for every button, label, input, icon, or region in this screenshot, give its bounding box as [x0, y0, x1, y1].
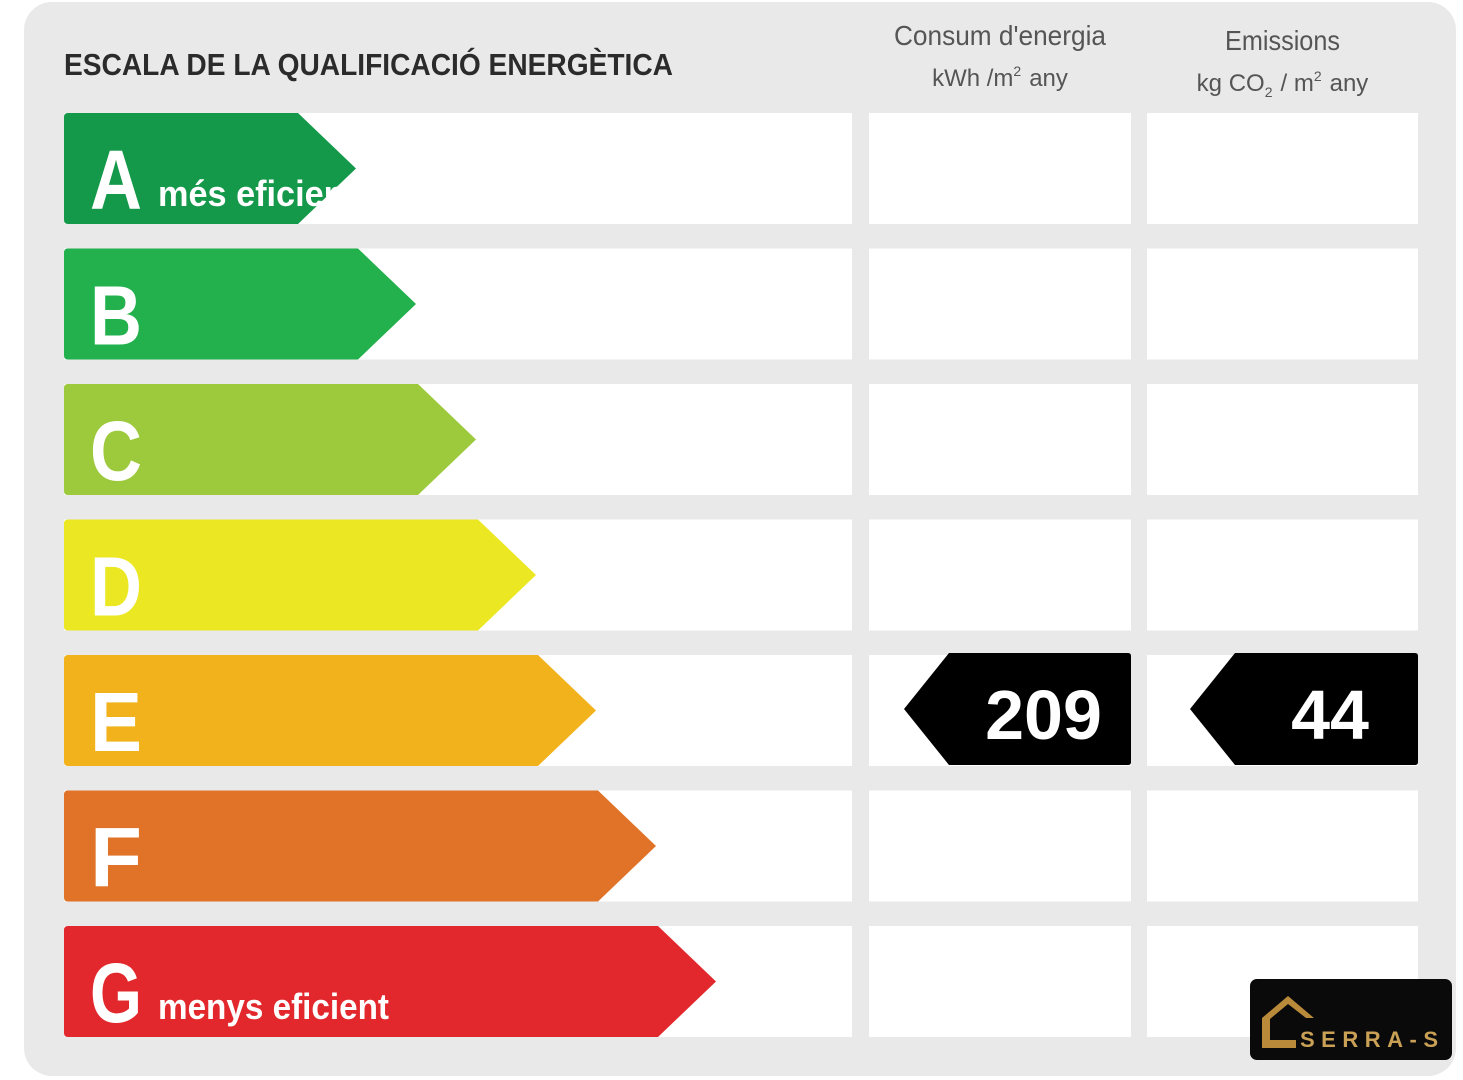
value-cell: [869, 790, 1131, 902]
logo-house: [1262, 996, 1314, 1048]
rating-letter: A: [90, 133, 142, 227]
rating-arrow: [64, 519, 536, 631]
column-title: Emissions: [1225, 25, 1340, 56]
rating-letter: E: [90, 675, 142, 769]
rating-note: més eficient: [158, 173, 356, 214]
unit-part: / m: [1280, 70, 1313, 97]
value-text: 209: [985, 676, 1102, 754]
rating-arrow: [64, 248, 416, 360]
value-cell: [1147, 248, 1418, 360]
value-cell: [1147, 790, 1418, 902]
rating-letter: B: [90, 269, 142, 363]
unit-part: 2: [1013, 63, 1021, 79]
column-title: Consum d'energia: [894, 20, 1106, 51]
column-unit: kWh /m2 any: [932, 63, 1068, 92]
title: ESCALA DE LA QUALIFICACIÓ ENERGÈTICA: [64, 46, 673, 82]
rating-letter: C: [90, 404, 142, 498]
value-cell: [1147, 519, 1418, 631]
unit-part: any: [1029, 65, 1068, 92]
rating-letter: F: [90, 811, 142, 905]
value-cell: [869, 926, 1131, 1037]
rating-note: menys eficient: [158, 986, 389, 1027]
rating-arrow: [64, 384, 476, 495]
value-cell: [1147, 113, 1418, 224]
unit-part: kWh /m: [932, 65, 1013, 92]
value-cell: [869, 113, 1131, 224]
value-cell: [1147, 384, 1418, 495]
rating-arrow: [64, 113, 356, 224]
value-cell: [869, 248, 1131, 360]
value-cell: [869, 519, 1131, 631]
rating-arrow: [64, 790, 656, 902]
rating-letter: D: [90, 540, 142, 634]
rating-arrow: [64, 926, 716, 1037]
logo-box: [1250, 979, 1452, 1060]
value-marker: [1190, 653, 1418, 765]
column-unit: kg CO2/ m2 any: [1197, 68, 1369, 100]
rating-arrow: [64, 655, 596, 766]
unit-part: kg CO: [1197, 70, 1265, 97]
value-cell: [869, 384, 1131, 495]
rating-letter: G: [90, 946, 142, 1040]
value-text: 44: [1291, 676, 1369, 754]
value-marker: [904, 653, 1131, 765]
unit-part: 2: [1314, 68, 1322, 84]
logo-text: SERRA-S: [1300, 1027, 1438, 1052]
unit-part: 2: [1265, 84, 1273, 100]
unit-part: any: [1330, 70, 1369, 97]
